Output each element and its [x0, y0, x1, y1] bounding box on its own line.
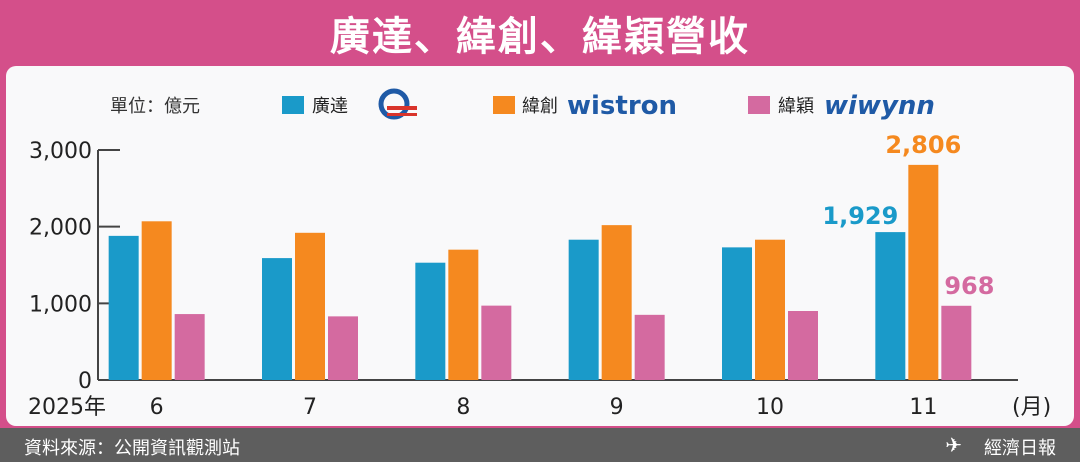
bar-廣達-6	[108, 235, 139, 380]
bar-緯穎-8	[481, 305, 512, 380]
y-tick-label: 2,000	[29, 216, 92, 241]
footer: 資料來源：公開資訊觀測站 ✈ 經濟日報	[0, 428, 1080, 462]
y-tick-label: 3,000	[29, 139, 92, 164]
legend-swatch-wiwynn	[748, 96, 770, 114]
x-tick-label: 7	[303, 395, 317, 420]
bar-緯創-10	[755, 239, 785, 380]
x-ticks: 6 7 8 9 10 11	[150, 395, 938, 420]
bar-chart: 單位：億元 廣達 緯創 wistron 緯穎 wiwynn	[28, 88, 1051, 420]
unit-label: 單位：億元	[110, 96, 200, 117]
publisher-name: 經濟日報	[984, 438, 1056, 459]
bar-緯穎-9	[634, 314, 665, 380]
legend-swatch-quanta	[282, 96, 304, 114]
legend-label-quanta: 廣達	[312, 96, 348, 117]
legend-swatch-wistron	[493, 96, 515, 114]
data-label-緯創: 2,806	[885, 131, 961, 159]
chart-panel: 單位：億元 廣達 緯創 wistron 緯穎 wiwynn	[6, 66, 1074, 426]
bar-緯創-9	[601, 225, 632, 380]
x-tick-label: 11	[909, 395, 937, 420]
bar-緯穎-7	[328, 316, 358, 380]
bar-廣達-7	[262, 258, 292, 380]
data-labels: 1,929 2,806 968	[822, 131, 994, 300]
wiwynn-logo-icon: wiwynn	[824, 91, 935, 121]
bar-緯穎-10	[788, 311, 818, 380]
x-tick-label: 6	[150, 395, 164, 420]
x-axis-label: (月)	[1012, 395, 1051, 420]
x-tick-label: 9	[610, 395, 624, 420]
y-tick-label: 0	[78, 369, 92, 394]
source-text: 資料來源：公開資訊觀測站	[24, 438, 240, 459]
data-label-廣達: 1,929	[822, 202, 898, 230]
legend-label-wiwynn: 緯穎	[778, 96, 814, 117]
bar-緯創-8	[448, 249, 479, 380]
bar-廣達-10	[722, 247, 752, 380]
bar-緯創-7	[295, 232, 325, 380]
bars	[108, 164, 972, 380]
legend-item-wistron: 緯創 wistron	[493, 91, 677, 121]
bar-緯創-11	[908, 164, 939, 380]
x-tick-label: 10	[756, 395, 784, 420]
y-ticks: 0 1,000 2,000 3,000	[29, 139, 120, 394]
bar-緯穎-6	[174, 314, 205, 380]
paper-plane-icon: ✈	[945, 433, 962, 457]
wistron-logo-icon: wistron	[567, 91, 677, 121]
chart-title: 廣達、緯創、緯穎營收	[330, 14, 750, 60]
data-label-緯穎: 968	[944, 272, 994, 300]
x-tick-label: 8	[456, 395, 470, 420]
x-axis-prefix: 2025年	[28, 395, 106, 420]
bar-緯穎-11	[941, 305, 972, 380]
bar-緯創-6	[141, 221, 172, 380]
legend-item-quanta: 廣達	[282, 88, 417, 120]
legend-label-wistron: 緯創	[522, 96, 558, 117]
y-tick-label: 1,000	[29, 292, 92, 317]
legend-item-wiwynn: 緯穎 wiwynn	[748, 91, 935, 121]
quanta-logo-icon	[378, 88, 417, 120]
bar-廣達-8	[415, 262, 446, 380]
bar-廣達-11	[875, 232, 906, 380]
bar-廣達-9	[568, 239, 599, 380]
